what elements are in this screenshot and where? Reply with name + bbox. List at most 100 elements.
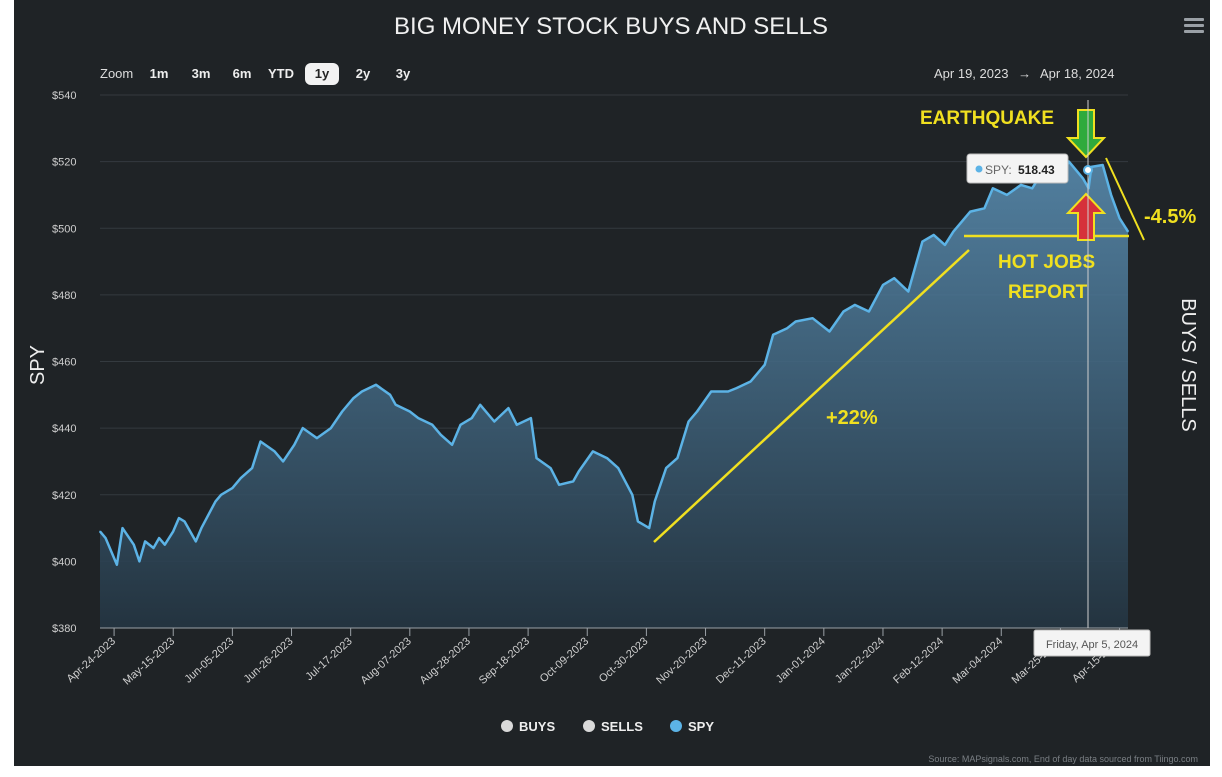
x-tick-label: Jan-22-2024 (833, 635, 887, 685)
range-to: Apr 18, 2024 (1039, 66, 1115, 81)
spy-point (183, 520, 186, 523)
spy-point (735, 387, 738, 389)
y-tick-label: $540 (52, 90, 76, 102)
spy-point (431, 424, 434, 426)
spy-point (195, 540, 197, 543)
spy-point (535, 457, 538, 459)
spy-point (578, 470, 580, 473)
zoom-6m-button[interactable]: 6m (232, 66, 252, 81)
x-tick-label: Nov-20-2023 (654, 635, 709, 686)
spy-point (932, 234, 935, 236)
tooltip-label: SPY: (985, 163, 1012, 177)
spy-point (214, 500, 217, 503)
spy-point (164, 543, 166, 546)
spy-point (868, 310, 870, 313)
spy-point (178, 517, 180, 519)
spy-point (440, 434, 442, 436)
spy-point (786, 327, 788, 330)
spy-point (200, 527, 203, 529)
spy-point (220, 494, 222, 496)
zoom-3y-button[interactable]: 3y (395, 66, 411, 81)
spy-point (763, 364, 766, 366)
x-tick-label: Dec-11-2023 (714, 635, 769, 686)
legend-item-spy[interactable]: SPY (670, 719, 714, 734)
hot-jobs-annotation-line2: REPORT (1008, 282, 1088, 303)
x-tick-label: Jul-17-2023 (303, 635, 354, 683)
spy-point (842, 310, 845, 313)
spy-point (1031, 187, 1033, 190)
spy-point (637, 520, 639, 523)
spy-point (1110, 194, 1112, 196)
y-axis-ticks: $540 $520 $500 $480 $460 $440 $420 $400 $380 (52, 90, 76, 635)
spy-point (121, 527, 124, 529)
drop-annotation: -4.5% (1144, 206, 1196, 228)
spy-point (172, 530, 174, 533)
spy-point (394, 404, 397, 406)
spy-point (893, 277, 895, 280)
spy-point (144, 540, 146, 543)
spy-point (828, 330, 831, 333)
x-tick-label: Oct-30-2023 (597, 635, 650, 685)
spy-point (99, 530, 101, 533)
spy-point (992, 187, 994, 190)
spy-point (158, 537, 160, 539)
spy-point (749, 380, 752, 383)
legend-label-buys: BUYS (519, 719, 555, 734)
spy-point (330, 427, 332, 429)
trend-up-line (653, 249, 970, 543)
spy-point (282, 460, 284, 463)
spy-point (479, 404, 482, 406)
spy-point (665, 467, 667, 469)
spy-point (341, 410, 344, 413)
spy-area (100, 161, 1128, 628)
zoom-ytd-button[interactable]: YTD (268, 66, 294, 81)
x-tick-label: Aug-07-2023 (359, 635, 414, 686)
x-tick-label: Aug-28-2023 (418, 635, 473, 686)
down-arrow-icon (1065, 109, 1107, 159)
spy-point (1006, 194, 1008, 196)
spy-point (530, 417, 532, 419)
spy-point (1118, 217, 1121, 220)
y-tick-label: $420 (52, 490, 76, 502)
spy-point (592, 450, 594, 453)
spy-point (507, 407, 510, 409)
x-tick-label: Feb-12-2024 (891, 635, 946, 686)
range-from: Apr 19, 2023 (934, 66, 1009, 81)
x-tick-label: May-15-2023 (121, 635, 177, 687)
spy-point (969, 210, 972, 213)
x-tick-label: Apr-24-2023 (65, 635, 118, 685)
legend-marker-buys (501, 720, 513, 732)
area-layer (99, 160, 1130, 628)
zoom-1m-button[interactable]: 1m (149, 66, 169, 81)
spy-point (138, 560, 141, 563)
range-arrow: → (1018, 66, 1032, 81)
zoom-2y-button[interactable]: 2y (355, 66, 371, 81)
legend-label-spy: SPY (688, 719, 714, 734)
gain-annotation: +22% (826, 407, 878, 429)
date-range[interactable]: Apr 19, 2023 → Apr 18, 2024 (934, 66, 1114, 81)
tooltip-value: 518.43 (1018, 163, 1055, 177)
zoom-3m-button[interactable]: 3m (191, 66, 211, 81)
spy-point (617, 467, 619, 469)
spy-point (772, 334, 774, 336)
spy-point (152, 547, 155, 549)
y-tick-label: $400 (52, 556, 76, 568)
y-tick-label: $520 (52, 157, 76, 169)
x-tick-label: Oct-09-2023 (538, 635, 591, 685)
legend-item-sells[interactable]: SELLS (583, 719, 643, 734)
spy-point (302, 427, 304, 429)
spy-point (375, 384, 377, 386)
date-tooltip: Friday, Apr 5, 2024 (1033, 629, 1151, 657)
hamburger-menu-icon[interactable] (1184, 18, 1204, 34)
zoom-1y-button[interactable]: 1y (305, 63, 339, 85)
spy-point (727, 390, 729, 393)
spy-point (1082, 177, 1084, 180)
spy-point (1020, 184, 1022, 186)
legend-item-buys[interactable]: BUYS (501, 719, 555, 734)
trend-down-line (1105, 157, 1145, 241)
spy-point (606, 457, 608, 459)
spy-point (273, 450, 276, 453)
x-tick-label: Sep-18-2023 (477, 635, 532, 686)
spy-point (104, 537, 107, 539)
source-credit: Source: MAPsignals.com, End of day data … (928, 754, 1198, 764)
